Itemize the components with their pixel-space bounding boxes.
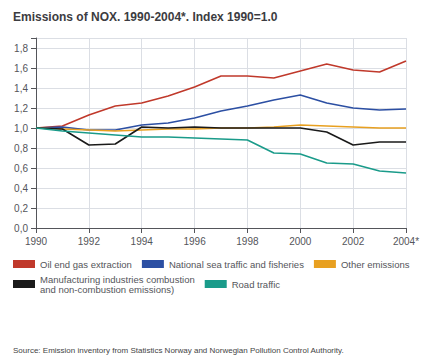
svg-text:Manufacturing industries combu: Manufacturing industries combustion xyxy=(40,273,195,285)
svg-text:1990: 1990 xyxy=(25,236,48,247)
svg-text:0,8: 0,8 xyxy=(14,143,28,154)
svg-text:National sea traffic and fishe: National sea traffic and fisheries xyxy=(169,259,304,270)
svg-text:0,6: 0,6 xyxy=(14,163,28,174)
svg-text:1998: 1998 xyxy=(236,236,259,247)
svg-text:0,2: 0,2 xyxy=(14,203,28,214)
svg-text:1,0: 1,0 xyxy=(14,123,28,134)
svg-text:1,6: 1,6 xyxy=(14,63,28,74)
svg-text:1,8: 1,8 xyxy=(14,43,28,54)
svg-text:Emissions of NOX. 1990-2004*.: Emissions of NOX. 1990-2004*. Index 1990… xyxy=(13,10,278,24)
svg-text:0,4: 0,4 xyxy=(14,183,28,194)
svg-text:2000: 2000 xyxy=(289,236,312,247)
svg-text:Other emissions: Other emissions xyxy=(341,259,410,270)
svg-text:1,2: 1,2 xyxy=(14,103,28,114)
svg-text:Source: Emission inventory fro: Source: Emission inventory from Statisti… xyxy=(13,346,344,355)
svg-text:Oil end gas extraction: Oil end gas extraction xyxy=(40,259,132,270)
svg-text:2004*: 2004* xyxy=(393,236,419,247)
svg-text:1992: 1992 xyxy=(78,236,101,247)
svg-text:1996: 1996 xyxy=(183,236,206,247)
svg-text:Road traffic: Road traffic xyxy=(232,279,281,290)
svg-text:0,0: 0,0 xyxy=(14,223,28,234)
svg-text:1994: 1994 xyxy=(131,236,154,247)
svg-text:2002: 2002 xyxy=(342,236,365,247)
svg-text:1,4: 1,4 xyxy=(14,83,28,94)
svg-text:and non-combustion emissions): and non-combustion emissions) xyxy=(40,284,174,295)
